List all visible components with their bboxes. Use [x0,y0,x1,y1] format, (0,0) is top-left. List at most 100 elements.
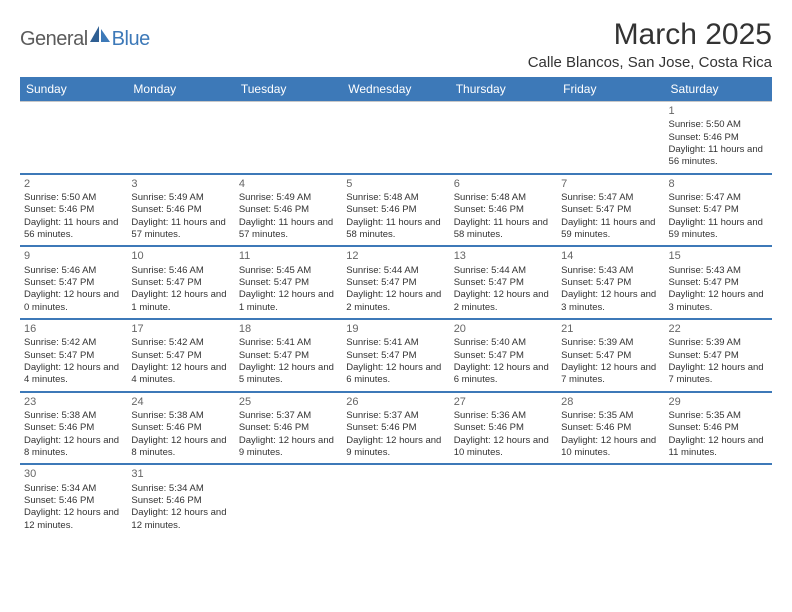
sunset-text: Sunset: 5:46 PM [239,204,338,216]
calendar-day: 20Sunrise: 5:40 AMSunset: 5:47 PMDayligh… [450,319,557,392]
sunrise-text: Sunrise: 5:43 AM [561,265,660,277]
day-number: 9 [24,249,123,263]
daylight-text: Daylight: 12 hours and 2 minutes. [346,289,445,314]
day-number: 25 [239,395,338,409]
sunset-text: Sunset: 5:46 PM [454,422,553,434]
calendar-day: 9Sunrise: 5:46 AMSunset: 5:47 PMDaylight… [20,246,127,319]
day-number: 29 [669,395,768,409]
day-header: Thursday [450,77,557,102]
daylight-text: Daylight: 12 hours and 3 minutes. [669,289,768,314]
sunrise-text: Sunrise: 5:34 AM [24,483,123,495]
sunrise-text: Sunrise: 5:35 AM [561,410,660,422]
brand-part2: Blue [112,28,150,51]
day-number: 24 [131,395,230,409]
sunrise-text: Sunrise: 5:50 AM [24,192,123,204]
daylight-text: Daylight: 12 hours and 8 minutes. [24,435,123,460]
daylight-text: Daylight: 11 hours and 59 minutes. [669,217,768,242]
sunrise-text: Sunrise: 5:44 AM [454,265,553,277]
daylight-text: Daylight: 12 hours and 8 minutes. [131,435,230,460]
day-header: Friday [557,77,664,102]
daylight-text: Daylight: 11 hours and 58 minutes. [454,217,553,242]
day-number: 27 [454,395,553,409]
day-number: 16 [24,322,123,336]
calendar-day: 22Sunrise: 5:39 AMSunset: 5:47 PMDayligh… [665,319,772,392]
calendar-day: 19Sunrise: 5:41 AMSunset: 5:47 PMDayligh… [342,319,449,392]
daylight-text: Daylight: 11 hours and 59 minutes. [561,217,660,242]
calendar-day-empty [235,464,342,536]
sunrise-text: Sunrise: 5:40 AM [454,337,553,349]
day-header-row: SundayMondayTuesdayWednesdayThursdayFrid… [20,77,772,102]
calendar-day: 6Sunrise: 5:48 AMSunset: 5:46 PMDaylight… [450,174,557,247]
daylight-text: Daylight: 12 hours and 3 minutes. [561,289,660,314]
daylight-text: Daylight: 11 hours and 57 minutes. [131,217,230,242]
calendar-day: 23Sunrise: 5:38 AMSunset: 5:46 PMDayligh… [20,392,127,465]
daylight-text: Daylight: 11 hours and 56 minutes. [669,144,768,169]
sunrise-text: Sunrise: 5:39 AM [561,337,660,349]
day-header: Sunday [20,77,127,102]
day-number: 15 [669,249,768,263]
sunset-text: Sunset: 5:46 PM [24,495,123,507]
sunrise-text: Sunrise: 5:44 AM [346,265,445,277]
calendar-day: 7Sunrise: 5:47 AMSunset: 5:47 PMDaylight… [557,174,664,247]
sunrise-text: Sunrise: 5:47 AM [561,192,660,204]
day-number: 17 [131,322,230,336]
sunset-text: Sunset: 5:47 PM [24,350,123,362]
day-number: 20 [454,322,553,336]
sunrise-text: Sunrise: 5:38 AM [24,410,123,422]
sunrise-text: Sunrise: 5:48 AM [346,192,445,204]
calendar-day: 18Sunrise: 5:41 AMSunset: 5:47 PMDayligh… [235,319,342,392]
calendar-day-empty [557,464,664,536]
sunset-text: Sunset: 5:47 PM [131,277,230,289]
calendar-day: 21Sunrise: 5:39 AMSunset: 5:47 PMDayligh… [557,319,664,392]
day-number: 19 [346,322,445,336]
day-number: 1 [669,104,768,118]
daylight-text: Daylight: 12 hours and 1 minute. [131,289,230,314]
calendar-day: 3Sunrise: 5:49 AMSunset: 5:46 PMDaylight… [127,174,234,247]
sunrise-text: Sunrise: 5:36 AM [454,410,553,422]
brand-part1: General [20,28,88,51]
calendar-day: 31Sunrise: 5:34 AMSunset: 5:46 PMDayligh… [127,464,234,536]
calendar-day: 29Sunrise: 5:35 AMSunset: 5:46 PMDayligh… [665,392,772,465]
sunset-text: Sunset: 5:47 PM [454,277,553,289]
calendar-day: 16Sunrise: 5:42 AMSunset: 5:47 PMDayligh… [20,319,127,392]
daylight-text: Daylight: 12 hours and 7 minutes. [669,362,768,387]
calendar-day: 1Sunrise: 5:50 AMSunset: 5:46 PMDaylight… [665,102,772,174]
day-number: 30 [24,467,123,481]
calendar-grid: SundayMondayTuesdayWednesdayThursdayFrid… [20,77,772,536]
day-number: 31 [131,467,230,481]
sunrise-text: Sunrise: 5:37 AM [239,410,338,422]
day-header: Wednesday [342,77,449,102]
calendar-week: 2Sunrise: 5:50 AMSunset: 5:46 PMDaylight… [20,174,772,247]
sunrise-text: Sunrise: 5:43 AM [669,265,768,277]
month-title: March 2025 [528,18,772,52]
sunset-text: Sunset: 5:47 PM [561,204,660,216]
day-header: Tuesday [235,77,342,102]
brand-logo: General Blue [20,18,150,51]
header: General Blue March 2025 Calle Blancos, S… [20,18,772,71]
calendar-day: 2Sunrise: 5:50 AMSunset: 5:46 PMDaylight… [20,174,127,247]
calendar-day: 10Sunrise: 5:46 AMSunset: 5:47 PMDayligh… [127,246,234,319]
sunset-text: Sunset: 5:46 PM [131,422,230,434]
sunset-text: Sunset: 5:47 PM [454,350,553,362]
sunset-text: Sunset: 5:47 PM [239,277,338,289]
calendar-day: 11Sunrise: 5:45 AMSunset: 5:47 PMDayligh… [235,246,342,319]
daylight-text: Daylight: 12 hours and 9 minutes. [239,435,338,460]
sunset-text: Sunset: 5:46 PM [131,495,230,507]
calendar-day-empty [235,102,342,174]
daylight-text: Daylight: 12 hours and 6 minutes. [454,362,553,387]
calendar-day-empty [342,464,449,536]
sunset-text: Sunset: 5:47 PM [561,277,660,289]
day-number: 23 [24,395,123,409]
calendar-day: 15Sunrise: 5:43 AMSunset: 5:47 PMDayligh… [665,246,772,319]
daylight-text: Daylight: 11 hours and 56 minutes. [24,217,123,242]
day-header: Saturday [665,77,772,102]
sunset-text: Sunset: 5:47 PM [669,350,768,362]
calendar-day-empty [450,102,557,174]
sunset-text: Sunset: 5:46 PM [346,422,445,434]
daylight-text: Daylight: 12 hours and 10 minutes. [561,435,660,460]
sunset-text: Sunset: 5:46 PM [669,422,768,434]
sunrise-text: Sunrise: 5:41 AM [346,337,445,349]
daylight-text: Daylight: 12 hours and 4 minutes. [131,362,230,387]
sunrise-text: Sunrise: 5:48 AM [454,192,553,204]
day-number: 6 [454,177,553,191]
